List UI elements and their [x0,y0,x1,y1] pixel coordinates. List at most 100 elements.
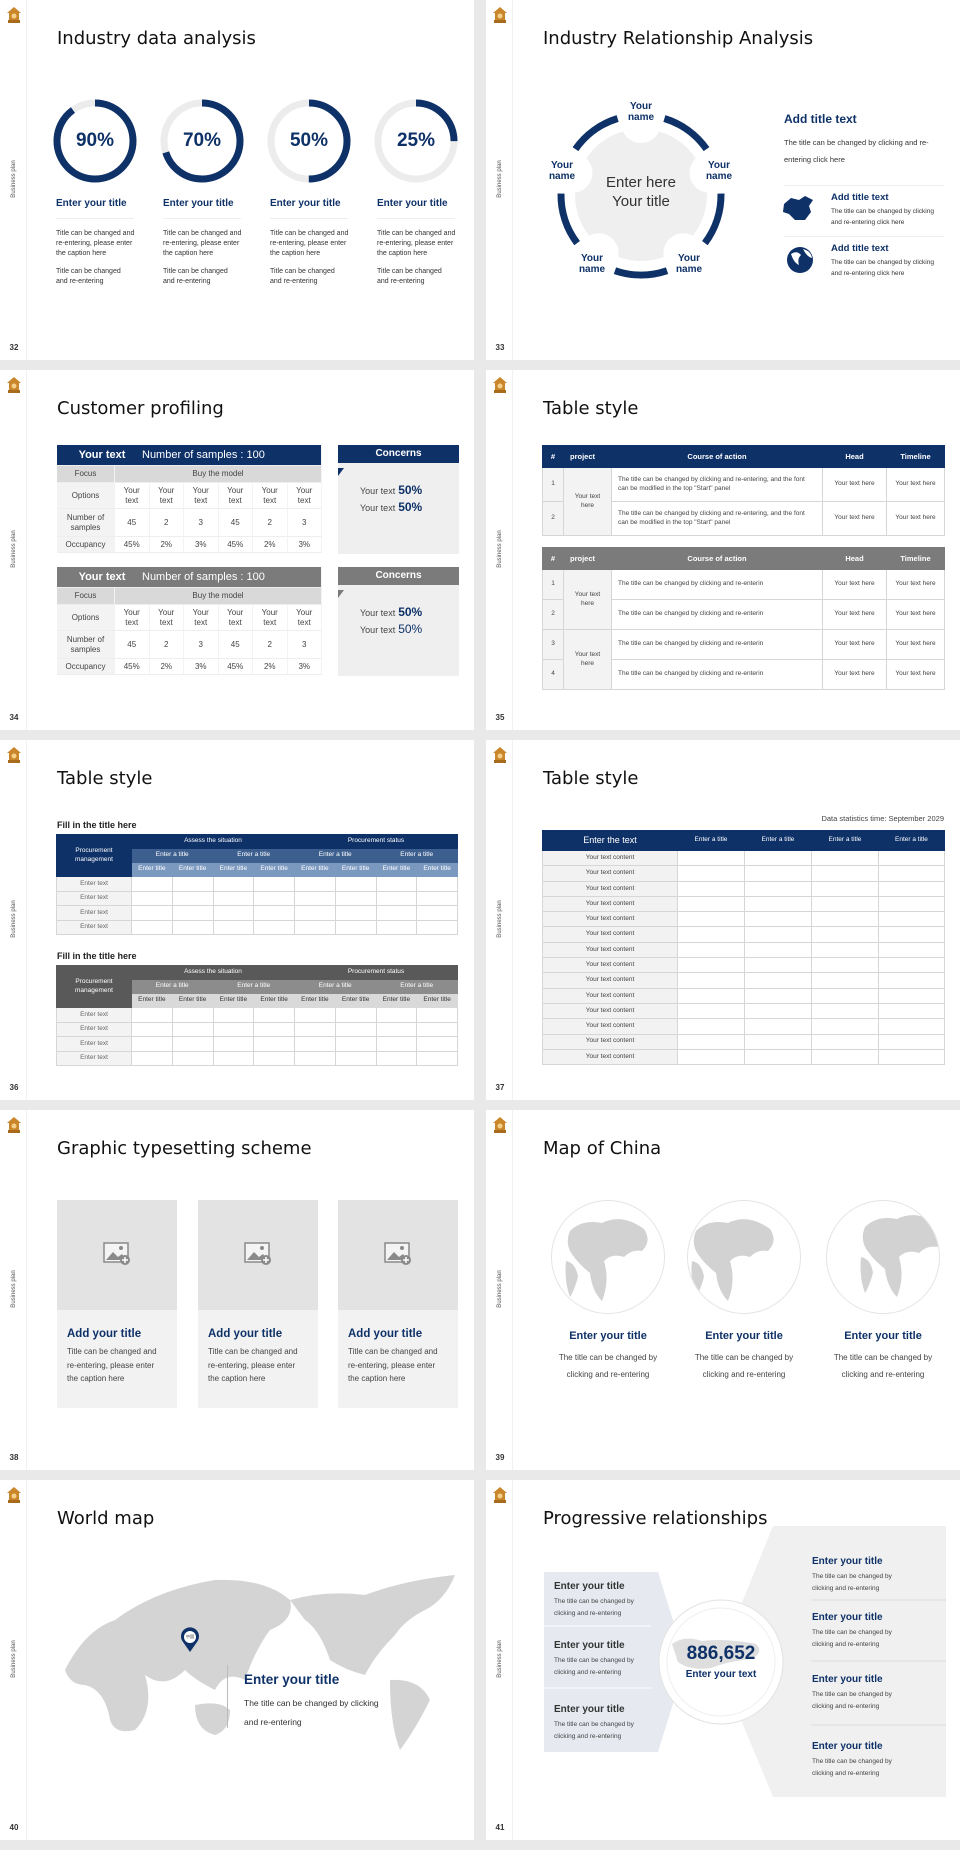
empty-cell[interactable] [811,972,879,989]
empty-cell[interactable] [375,1036,418,1052]
empty-cell[interactable] [811,1033,879,1050]
empty-cell[interactable] [334,905,377,921]
empty-cell[interactable] [212,1036,255,1052]
empty-cell[interactable] [212,876,255,892]
empty-cell[interactable] [334,1050,377,1066]
empty-cell[interactable] [811,1002,879,1020]
empty-cell[interactable] [416,890,458,906]
empty-cell[interactable] [253,1036,295,1052]
empty-cell[interactable] [744,865,812,882]
empty-cell[interactable] [744,941,812,959]
empty-cell[interactable] [744,1033,812,1050]
empty-cell[interactable] [375,905,418,921]
empty-cell[interactable] [416,1007,458,1023]
empty-cell[interactable] [375,919,418,935]
empty-cell[interactable] [811,926,879,943]
empty-cell[interactable] [744,895,812,913]
empty-cell[interactable] [416,1021,458,1037]
empty-cell[interactable] [677,1018,745,1035]
empty-cell[interactable] [212,1007,255,1023]
empty-cell[interactable] [416,919,458,935]
empty-cell[interactable] [677,957,745,974]
empty-cell[interactable] [811,895,879,913]
empty-cell[interactable] [294,876,336,892]
empty-cell[interactable] [744,926,812,943]
empty-cell[interactable] [253,890,295,906]
empty-cell[interactable] [131,890,173,906]
empty-cell[interactable] [131,919,173,935]
empty-cell[interactable] [811,865,879,882]
empty-cell[interactable] [212,905,255,921]
empty-cell[interactable] [334,876,377,892]
empty-cell[interactable] [334,919,377,935]
empty-cell[interactable] [131,1007,173,1023]
empty-cell[interactable] [416,1036,458,1052]
empty-cell[interactable] [294,905,336,921]
empty-cell[interactable] [171,1036,214,1052]
empty-cell[interactable] [677,987,745,1004]
empty-cell[interactable] [171,1007,214,1023]
empty-cell[interactable] [375,876,418,892]
empty-cell[interactable] [878,926,945,943]
empty-cell[interactable] [334,1007,377,1023]
empty-cell[interactable] [811,880,879,897]
empty-cell[interactable] [677,880,745,897]
image-placeholder[interactable] [198,1200,318,1310]
empty-cell[interactable] [878,911,945,928]
empty-cell[interactable] [811,1018,879,1035]
empty-cell[interactable] [677,865,745,882]
empty-cell[interactable] [677,895,745,913]
empty-cell[interactable] [131,905,173,921]
empty-cell[interactable] [677,941,745,959]
image-placeholder[interactable] [57,1200,177,1310]
empty-cell[interactable] [744,849,812,867]
empty-cell[interactable] [375,1021,418,1037]
empty-cell[interactable] [677,911,745,928]
empty-cell[interactable] [811,849,879,867]
empty-cell[interactable] [677,926,745,943]
empty-cell[interactable] [677,1048,745,1066]
empty-cell[interactable] [253,905,295,921]
image-placeholder[interactable] [338,1200,458,1310]
empty-cell[interactable] [253,1050,295,1066]
empty-cell[interactable] [294,890,336,906]
empty-cell[interactable] [811,941,879,959]
empty-cell[interactable] [878,1033,945,1050]
empty-cell[interactable] [744,1048,812,1066]
empty-cell[interactable] [878,1018,945,1035]
empty-cell[interactable] [878,1002,945,1020]
empty-cell[interactable] [171,890,214,906]
empty-cell[interactable] [375,1007,418,1023]
empty-cell[interactable] [416,1050,458,1066]
empty-cell[interactable] [171,919,214,935]
empty-cell[interactable] [811,911,879,928]
empty-cell[interactable] [171,876,214,892]
empty-cell[interactable] [253,1021,295,1037]
empty-cell[interactable] [171,1050,214,1066]
empty-cell[interactable] [131,1050,173,1066]
empty-cell[interactable] [171,905,214,921]
empty-cell[interactable] [878,972,945,989]
empty-cell[interactable] [131,1036,173,1052]
empty-cell[interactable] [294,1007,336,1023]
empty-cell[interactable] [294,1036,336,1052]
empty-cell[interactable] [677,849,745,867]
empty-cell[interactable] [677,1002,745,1020]
empty-cell[interactable] [744,880,812,897]
empty-cell[interactable] [212,1021,255,1037]
empty-cell[interactable] [744,1018,812,1035]
empty-cell[interactable] [212,1050,255,1066]
empty-cell[interactable] [253,876,295,892]
empty-cell[interactable] [212,919,255,935]
empty-cell[interactable] [811,957,879,974]
empty-cell[interactable] [878,957,945,974]
empty-cell[interactable] [744,911,812,928]
empty-cell[interactable] [878,941,945,959]
empty-cell[interactable] [416,905,458,921]
empty-cell[interactable] [334,890,377,906]
empty-cell[interactable] [811,1048,879,1066]
empty-cell[interactable] [878,849,945,867]
empty-cell[interactable] [878,880,945,897]
empty-cell[interactable] [294,1050,336,1066]
empty-cell[interactable] [171,1021,214,1037]
